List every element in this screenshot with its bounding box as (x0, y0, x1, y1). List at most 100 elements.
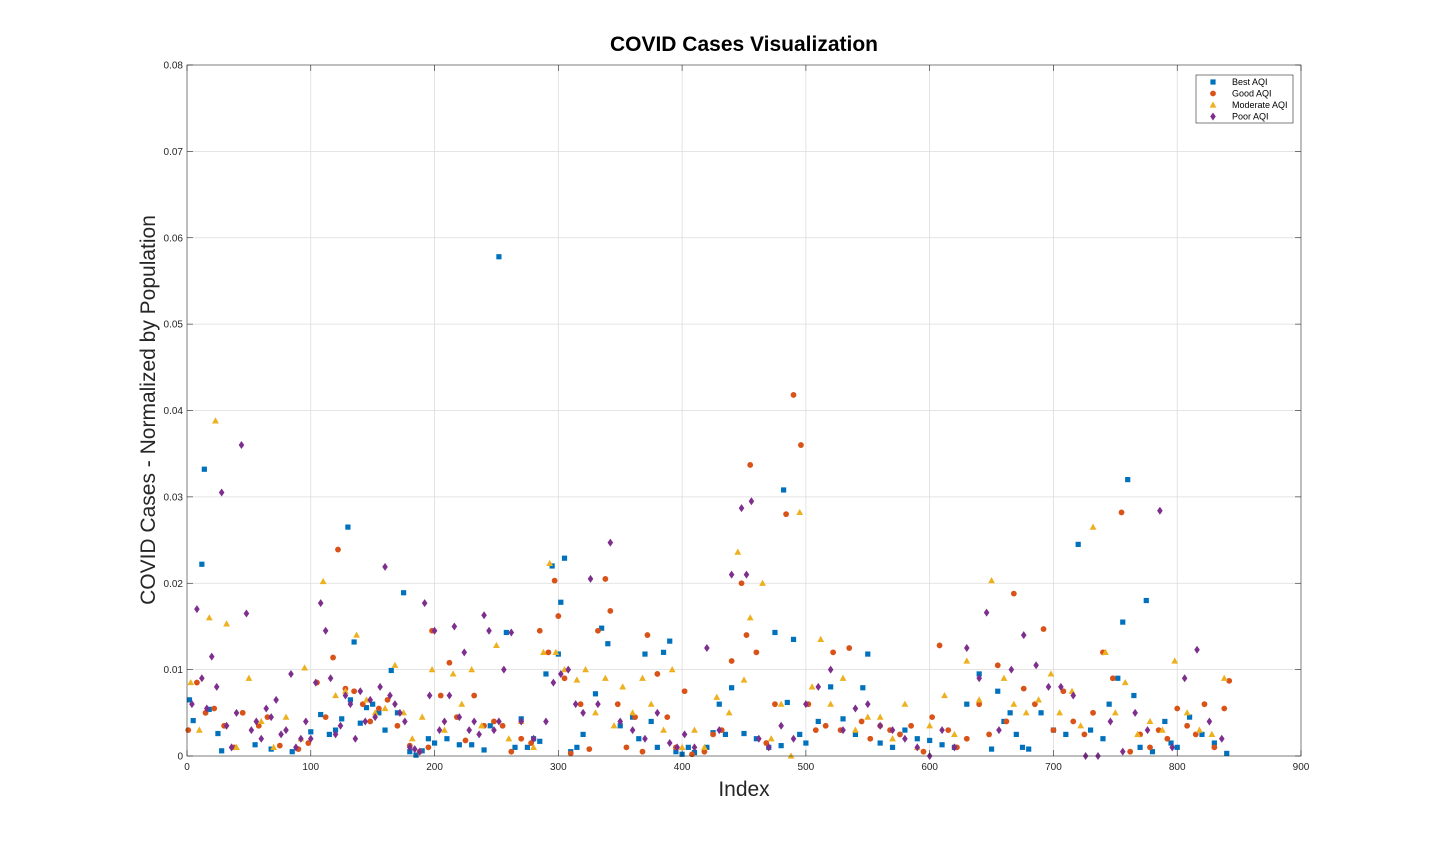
data-point-poor-aqi (587, 574, 594, 583)
data-point-poor-aqi (456, 713, 463, 722)
data-point-poor-aqi (253, 717, 260, 726)
data-point-moderate-aqi (428, 666, 436, 673)
data-point-best-aqi (252, 742, 258, 748)
data-point-poor-aqi (790, 734, 797, 743)
data-point-moderate-aqi (601, 674, 609, 681)
data-point-good-aqi (1010, 590, 1017, 597)
data-point-poor-aqi (914, 743, 921, 752)
data-point-poor-aqi (704, 644, 710, 653)
data-point-poor-aqi (580, 708, 586, 717)
data-point-good-aqi (614, 701, 621, 708)
data-point-best-aqi (431, 740, 438, 746)
data-point-poor-aqi (307, 734, 314, 743)
data-point-poor-aqi (223, 721, 230, 730)
data-point-good-aqi (1211, 744, 1218, 751)
data-point-moderate-aqi (573, 676, 581, 683)
data-point-best-aqi (456, 742, 462, 748)
data-point-good-aqi (936, 642, 943, 649)
data-point-poor-aqi (397, 708, 403, 717)
data-point-moderate-aqi (639, 674, 646, 681)
y-tick-label: 0.03 (164, 492, 184, 503)
data-point-moderate-aqi (941, 691, 948, 699)
data-point-poor-aqi (629, 726, 636, 735)
data-point-moderate-aqi (700, 743, 708, 750)
data-point-moderate-aqi (1035, 696, 1042, 703)
data-point-moderate-aqi (660, 726, 667, 733)
data-point-moderate-aqi (449, 670, 457, 677)
data-point-good-aqi (929, 714, 936, 721)
data-point-poor-aqi (273, 695, 279, 704)
data-point-good-aqi (945, 727, 952, 733)
data-point-moderate-aqi (505, 735, 513, 742)
legend-marker-good-aqi (1210, 90, 1216, 97)
data-point-moderate-aqi (796, 508, 804, 516)
data-point-good-aqi (867, 735, 874, 742)
data-point-good-aqi (351, 688, 357, 695)
data-point-moderate-aqi (767, 735, 775, 742)
data-point-best-aqi (729, 685, 735, 691)
data-point-best-aqi (617, 723, 623, 729)
x-tick-label: 600 (921, 762, 938, 773)
data-point-good-aqi (335, 546, 341, 553)
data-point-moderate-aqi (493, 641, 500, 649)
data-point-good-aqi (595, 627, 601, 634)
data-point-good-aqi (1020, 685, 1027, 692)
data-point-good-aqi (607, 607, 614, 614)
data-point-best-aqi (797, 731, 803, 738)
data-point-poor-aqi (496, 717, 502, 726)
data-point-good-aqi (664, 714, 671, 721)
data-point-best-aqi (537, 738, 543, 744)
data-point-moderate-aqi (678, 743, 686, 750)
data-point-poor-aqi (471, 717, 477, 726)
data-point-good-aqi (1090, 709, 1096, 716)
data-point-good-aqi (1081, 731, 1088, 738)
data-point-moderate-aqi (951, 730, 958, 738)
data-point-good-aqi (858, 718, 865, 725)
data-point-good-aqi (264, 714, 271, 721)
data-point-poor-aqi (466, 726, 473, 735)
data-point-best-aqi (660, 649, 667, 655)
data-point-moderate-aqi (852, 726, 859, 733)
data-point-best-aqi (376, 710, 382, 716)
data-point-good-aqi (185, 727, 192, 733)
data-point-moderate-aqi (468, 666, 476, 673)
data-point-poor-aqi (411, 745, 418, 754)
data-point-good-aqi (561, 675, 568, 682)
data-point-poor-aqi (189, 700, 195, 709)
y-axis-label: COVID Cases - Normalized by Population (137, 215, 160, 605)
data-point-good-aqi (812, 727, 819, 733)
data-point-best-aqi (852, 731, 858, 738)
data-point-best-aqi (939, 742, 945, 748)
data-point-moderate-aqi (988, 577, 995, 584)
legend-marker-moderate-aqi (1209, 101, 1217, 108)
data-point-best-aqi (401, 590, 407, 596)
data-point-poor-aqi (1008, 665, 1015, 674)
data-point-best-aqi (902, 727, 908, 733)
legend-label-good-aqi: Good AQI (1232, 89, 1272, 99)
data-point-poor-aqi (674, 743, 680, 752)
data-point-moderate-aqi (1077, 722, 1085, 729)
data-point-good-aqi (963, 735, 970, 742)
data-point-poor-aqi (327, 674, 334, 683)
data-point-moderate-aqi (975, 696, 983, 703)
data-point-best-aqi (318, 711, 324, 718)
data-point-poor-aqi (431, 626, 438, 635)
data-point-good-aqi (602, 576, 609, 582)
data-point-good-aqi (654, 671, 661, 677)
data-point-good-aqi (689, 751, 695, 758)
data-point-poor-aqi (377, 682, 383, 691)
data-point-moderate-aqi (629, 709, 636, 716)
data-point-poor-aqi (840, 726, 846, 735)
data-point-poor-aqi (228, 743, 235, 752)
data-point-good-aqi (701, 748, 708, 755)
data-point-moderate-aqi (713, 693, 721, 700)
data-point-good-aqi (772, 701, 778, 708)
data-point-moderate-aqi (1220, 674, 1228, 681)
data-point-good-aqi (1147, 744, 1153, 751)
data-point-best-aqi (199, 561, 205, 567)
data-point-good-aqi (577, 701, 584, 708)
data-point-best-aqi (580, 731, 586, 738)
legend-marker-poor-aqi (1210, 112, 1216, 121)
data-point-moderate-aqi (1158, 726, 1166, 733)
data-point-good-aqi (846, 645, 853, 651)
